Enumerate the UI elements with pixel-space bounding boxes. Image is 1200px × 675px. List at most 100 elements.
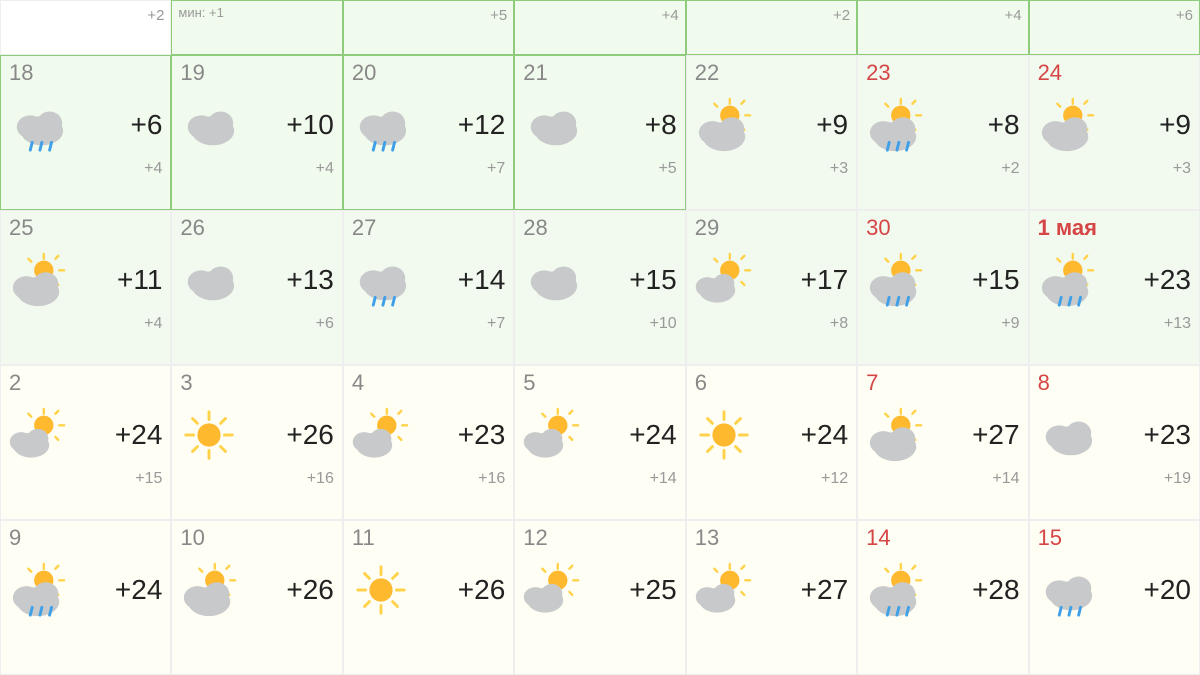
day-cell[interactable]: 28 +15 +10 — [514, 210, 685, 365]
weather-icon — [352, 406, 410, 464]
day-number: 9 — [9, 527, 162, 549]
day-cell[interactable]: 14 +28 — [857, 520, 1028, 675]
day-cell[interactable]: 2 +24 +15 — [0, 365, 171, 520]
day-cell[interactable]: 4 +23 +16 — [343, 365, 514, 520]
low-temp: +3 — [1038, 160, 1191, 178]
low-temp: +4 — [180, 160, 333, 178]
low-temp: +16 — [180, 470, 333, 488]
low-temp: +4 — [9, 160, 162, 178]
day-cell[interactable]: 11 +26 — [343, 520, 514, 675]
day-number: 25 — [9, 217, 162, 239]
weather-icon — [9, 251, 67, 309]
weather-icon — [352, 96, 410, 154]
weather-icon — [1038, 251, 1096, 309]
day-cell[interactable]: 9 +24 — [0, 520, 171, 675]
high-temp: +14 — [458, 264, 506, 296]
high-temp: +26 — [458, 574, 506, 606]
low-temp: +2 — [866, 160, 1019, 178]
day-cell[interactable]: 24 +9 +3 — [1029, 55, 1200, 210]
header-cell: +4 — [857, 0, 1028, 55]
low-temp: +9 — [866, 315, 1019, 333]
low-temp: +5 — [523, 160, 676, 178]
day-number: 3 — [180, 372, 333, 394]
day-cell[interactable]: 20 +12 +7 — [343, 55, 514, 210]
low-temp: +14 — [866, 470, 1019, 488]
day-cell[interactable]: 10 +26 — [171, 520, 342, 675]
day-cell[interactable]: 22 +9 +3 — [686, 55, 857, 210]
day-number: 24 — [1038, 62, 1191, 84]
weather-icon — [866, 406, 924, 464]
low-temp: +12 — [695, 470, 848, 488]
day-cell[interactable]: 7 +27 +14 — [857, 365, 1028, 520]
high-temp: +28 — [972, 574, 1020, 606]
high-temp: +12 — [458, 109, 506, 141]
weather-icon — [866, 561, 924, 619]
day-number: 6 — [695, 372, 848, 394]
day-cell[interactable]: 3 +26 +16 — [171, 365, 342, 520]
high-temp: +13 — [286, 264, 334, 296]
day-number: 11 — [352, 527, 505, 549]
day-cell[interactable]: 21 +8 +5 — [514, 55, 685, 210]
day-number: 28 — [523, 217, 676, 239]
weather-icon — [9, 561, 67, 619]
high-temp: +24 — [115, 419, 163, 451]
weather-icon — [523, 406, 581, 464]
weather-icon — [180, 406, 238, 464]
day-number: 10 — [180, 527, 333, 549]
day-cell[interactable]: 8 +23 +19 — [1029, 365, 1200, 520]
high-temp: +11 — [117, 264, 162, 296]
day-cell[interactable]: 29 +17 +8 — [686, 210, 857, 365]
day-number: 21 — [523, 62, 676, 84]
day-cell[interactable]: 30 +15 +9 — [857, 210, 1028, 365]
high-temp: +23 — [458, 419, 506, 451]
day-cell[interactable]: 15 +20 — [1029, 520, 1200, 675]
day-number: 15 — [1038, 527, 1191, 549]
high-temp: +23 — [1144, 419, 1192, 451]
day-number: 5 — [523, 372, 676, 394]
header-cell: +5 — [343, 0, 514, 55]
day-number: 4 — [352, 372, 505, 394]
day-cell[interactable]: 26 +13 +6 — [171, 210, 342, 365]
day-number: 27 — [352, 217, 505, 239]
high-temp: +8 — [645, 109, 677, 141]
high-temp: +9 — [816, 109, 848, 141]
day-cell[interactable]: 6 +24 +12 — [686, 365, 857, 520]
high-temp: +27 — [801, 574, 849, 606]
high-temp: +9 — [1159, 109, 1191, 141]
header-low-temp: +5 — [350, 7, 507, 24]
header-low-temp: +4 — [521, 7, 678, 24]
header-cell: +2 — [686, 0, 857, 55]
weather-icon — [352, 561, 410, 619]
day-cell[interactable]: 13 +27 — [686, 520, 857, 675]
day-cell[interactable]: 25 +11 +4 — [0, 210, 171, 365]
day-cell[interactable]: 18 +6 +4 — [0, 55, 171, 210]
day-cell[interactable]: 5 +24 +14 — [514, 365, 685, 520]
header-cell: +2 — [0, 0, 171, 55]
high-temp: +15 — [972, 264, 1020, 296]
weather-icon — [9, 406, 67, 464]
day-cell[interactable]: 19 +10 +4 — [171, 55, 342, 210]
weather-icon — [866, 251, 924, 309]
high-temp: +24 — [801, 419, 849, 451]
high-temp: +24 — [115, 574, 163, 606]
weather-icon — [9, 96, 67, 154]
high-temp: +17 — [801, 264, 849, 296]
low-temp: +13 — [1038, 315, 1191, 333]
high-temp: +25 — [629, 574, 677, 606]
weather-icon — [695, 561, 753, 619]
day-cell[interactable]: 1 мая +23 +13 — [1029, 210, 1200, 365]
day-number: 19 — [180, 62, 333, 84]
weather-icon — [695, 96, 753, 154]
high-temp: +26 — [286, 419, 334, 451]
high-temp: +24 — [629, 419, 677, 451]
low-temp: +14 — [523, 470, 676, 488]
low-temp: +3 — [695, 160, 848, 178]
day-cell[interactable]: 12 +25 — [514, 520, 685, 675]
low-temp: +19 — [1038, 470, 1191, 488]
day-number: 14 — [866, 527, 1019, 549]
day-cell[interactable]: 23 +8 +2 — [857, 55, 1028, 210]
low-temp: +7 — [352, 315, 505, 333]
day-cell[interactable]: 27 +14 +7 — [343, 210, 514, 365]
header-low-temp: +6 — [1036, 7, 1193, 24]
day-number: 1 мая — [1038, 217, 1191, 239]
